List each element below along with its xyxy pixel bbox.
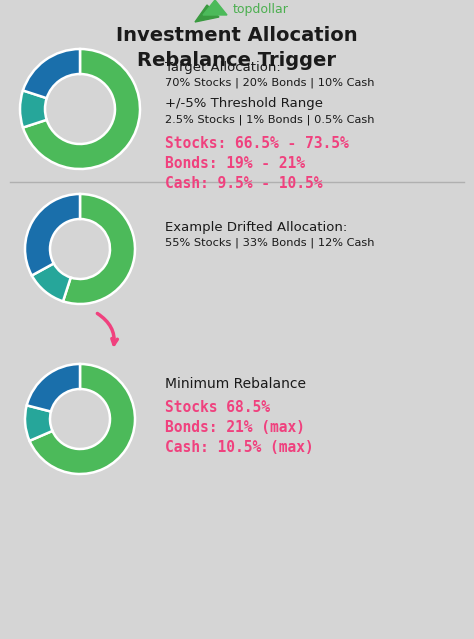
Text: Stocks: 66.5% - 73.5%: Stocks: 66.5% - 73.5% [165,135,349,151]
Text: Cash: 10.5% (max): Cash: 10.5% (max) [165,440,314,454]
Wedge shape [23,49,80,98]
Text: Target Allocation:: Target Allocation: [165,61,281,73]
Text: Cash: 9.5% - 10.5%: Cash: 9.5% - 10.5% [165,176,322,190]
Wedge shape [25,194,80,275]
Text: 70% Stocks | 20% Bonds | 10% Cash: 70% Stocks | 20% Bonds | 10% Cash [165,78,374,88]
Wedge shape [32,263,71,302]
Wedge shape [23,49,140,169]
Text: Example Drifted Allocation:: Example Drifted Allocation: [165,220,347,233]
Wedge shape [29,364,135,474]
Polygon shape [203,0,227,15]
Text: +/-5% Threshold Range: +/-5% Threshold Range [165,98,323,111]
Wedge shape [27,364,80,412]
Text: Investment Allocation
Rebalance Trigger: Investment Allocation Rebalance Trigger [116,26,358,70]
Text: Minimum Rebalance: Minimum Rebalance [165,377,306,391]
Wedge shape [20,91,47,128]
Wedge shape [63,194,135,304]
Text: topdollar: topdollar [233,3,289,17]
Text: Bonds: 19% - 21%: Bonds: 19% - 21% [165,155,305,171]
Wedge shape [25,405,53,441]
Text: 55% Stocks | 33% Bonds | 12% Cash: 55% Stocks | 33% Bonds | 12% Cash [165,238,374,248]
Text: Stocks 68.5%: Stocks 68.5% [165,399,270,415]
Polygon shape [195,5,219,22]
Text: Bonds: 21% (max): Bonds: 21% (max) [165,419,305,435]
Text: 2.5% Stocks | 1% Bonds | 0.5% Cash: 2.5% Stocks | 1% Bonds | 0.5% Cash [165,115,374,125]
